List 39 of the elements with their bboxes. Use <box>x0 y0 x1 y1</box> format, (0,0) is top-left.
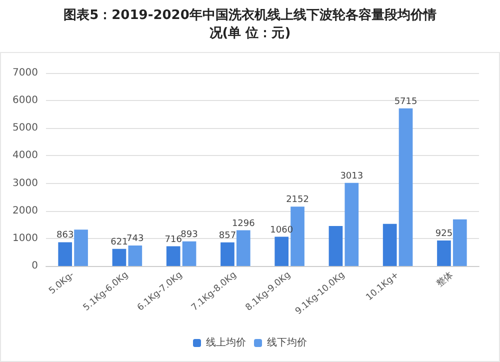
data-label: 716 <box>164 234 182 245</box>
data-label: 3013 <box>340 171 364 182</box>
bar <box>128 246 142 266</box>
data-label: 743 <box>126 234 144 244</box>
data-label: 2152 <box>286 195 309 206</box>
y-tick-label: 6000 <box>12 95 38 106</box>
bar <box>344 182 359 266</box>
bar <box>112 248 126 266</box>
bar <box>437 240 451 266</box>
data-label: 893 <box>180 230 198 240</box>
legend-label: 线上均价 <box>206 336 246 348</box>
y-tick-label: 3000 <box>12 178 38 189</box>
bar <box>58 242 72 266</box>
bar <box>166 246 180 266</box>
data-label: 857 <box>218 230 236 241</box>
legend-label: 线下均价 <box>267 336 307 348</box>
y-tick-label: 5000 <box>12 122 38 134</box>
x-tick-label: 整体 <box>434 269 456 290</box>
y-tick-label: 7000 <box>12 68 38 78</box>
data-label: 925 <box>435 228 453 239</box>
bar <box>290 206 304 266</box>
y-tick-label: 1000 <box>12 232 38 244</box>
bar <box>382 224 397 266</box>
data-label: 5715 <box>394 96 418 107</box>
data-label: 1296 <box>232 218 256 229</box>
data-label: 621 <box>110 237 128 248</box>
y-tick-label: 4000 <box>12 150 38 162</box>
data-label: 863 <box>56 230 74 241</box>
y-tick-label: 0 <box>32 260 38 272</box>
bar <box>328 226 343 266</box>
bar <box>74 230 88 266</box>
y-tick-label: 2000 <box>12 205 38 216</box>
bar <box>274 236 289 266</box>
bar <box>452 219 467 266</box>
bar <box>236 230 250 266</box>
bar <box>398 108 413 266</box>
bar <box>220 242 234 266</box>
bar <box>182 241 196 266</box>
chart-title: 图表5：2019-2020年中国洗衣机线上线下波轮各容量段均价情况(单 位：元) <box>62 6 438 43</box>
